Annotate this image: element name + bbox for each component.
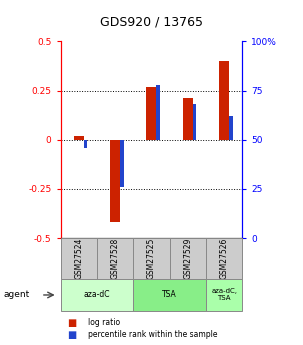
Bar <box>133 279 206 311</box>
Text: agent: agent <box>3 290 29 299</box>
Bar <box>193 104 196 140</box>
Text: GSM27526: GSM27526 <box>220 238 229 279</box>
Bar <box>229 116 233 140</box>
Bar <box>74 136 84 140</box>
Bar <box>61 238 97 279</box>
Bar <box>206 238 242 279</box>
Text: log ratio: log ratio <box>88 318 120 327</box>
Bar <box>133 238 170 279</box>
Text: aza-dC,
TSA: aza-dC, TSA <box>211 288 237 302</box>
Bar <box>183 98 193 140</box>
Bar <box>61 279 133 311</box>
Bar <box>120 140 124 187</box>
Text: ■: ■ <box>67 318 76 327</box>
Text: GSM27529: GSM27529 <box>183 238 192 279</box>
Text: TSA: TSA <box>162 290 177 299</box>
Text: GDS920 / 13765: GDS920 / 13765 <box>100 16 203 29</box>
Text: aza-dC: aza-dC <box>84 290 110 299</box>
Bar <box>110 140 120 222</box>
Bar <box>84 140 87 148</box>
Text: GSM27524: GSM27524 <box>74 238 83 279</box>
Text: percentile rank within the sample: percentile rank within the sample <box>88 330 217 339</box>
Bar <box>170 238 206 279</box>
Text: GSM27525: GSM27525 <box>147 238 156 279</box>
Bar <box>146 87 157 140</box>
Bar <box>156 85 160 140</box>
Bar <box>97 238 133 279</box>
Text: ■: ■ <box>67 330 76 339</box>
Bar <box>219 61 229 140</box>
Text: GSM27528: GSM27528 <box>111 238 120 279</box>
Bar <box>206 279 242 311</box>
